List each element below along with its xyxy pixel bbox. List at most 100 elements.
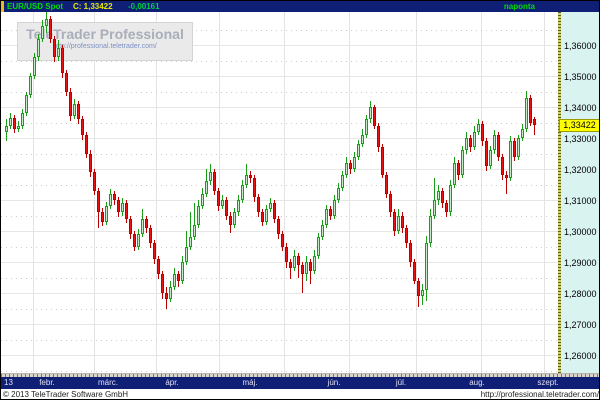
time-axis[interactable]: 13 febr. márc. ápr. máj. jún. júl. aug. szept. [1, 377, 599, 389]
gridline-horizontal [1, 76, 558, 77]
candle-up [433, 200, 436, 216]
gridline-minor [1, 371, 558, 372]
candle-up [525, 98, 528, 129]
gridline-vertical [416, 12, 417, 373]
watermark-title: TeleTrader Professional [26, 26, 184, 42]
candle-up [453, 163, 456, 185]
time-axis-label: márc. [98, 378, 118, 387]
gridline-minor [1, 278, 558, 279]
gridline-horizontal [1, 355, 558, 356]
candle-up [173, 274, 176, 287]
candle-down [145, 219, 148, 228]
candle-down [165, 293, 168, 299]
candle-down [69, 92, 72, 116]
gridline-horizontal [1, 138, 558, 139]
candle-down [497, 135, 500, 157]
candle-up [333, 200, 336, 216]
candle-wick-up [190, 212, 191, 250]
time-axis-label: jún. [327, 378, 341, 387]
price-axis-label: 1,27000 [564, 320, 597, 330]
candle-down [457, 163, 460, 175]
candle-down [505, 175, 508, 178]
candle-down [297, 256, 300, 265]
gridline-vertical [481, 12, 482, 373]
price-axis-ticks [558, 12, 561, 373]
candle-up [233, 212, 236, 225]
time-axis-label: 13 [4, 378, 13, 387]
candle-down [285, 247, 288, 262]
candle-up [21, 113, 24, 126]
candle-down [149, 228, 152, 243]
candle-down [381, 147, 384, 175]
candle-down [161, 274, 164, 293]
watermark-url: http://professional.teletrader.com/ [53, 43, 157, 50]
candle-up [181, 262, 184, 281]
candle-down [469, 138, 472, 147]
candle-up [321, 225, 324, 237]
candle-up [345, 163, 348, 175]
candle-down [409, 243, 412, 262]
price-axis-label: 1,34000 [564, 103, 597, 113]
candle-down [481, 124, 484, 141]
candle-up [193, 225, 196, 237]
candle-wick-down [290, 259, 291, 279]
candle-down [93, 172, 96, 191]
candle-up [341, 175, 344, 188]
candle-up [17, 126, 20, 129]
price-axis[interactable]: 1,33422 1,36000 1,35000 1,34000 1,33000 1,32… [558, 12, 599, 373]
candle-down [261, 212, 264, 222]
gridline-horizontal [1, 293, 558, 294]
gridline-minor [1, 154, 558, 155]
candle-up [141, 219, 144, 234]
candle-up [37, 39, 40, 57]
accent-strip [1, 1, 4, 12]
candle-up [449, 185, 452, 212]
candle-up [305, 262, 308, 274]
price-axis-label: 1,36000 [564, 41, 597, 51]
candle-wick-up [434, 178, 435, 219]
chart-canvas[interactable]: TeleTrader Professional http://professio… [1, 12, 558, 373]
candle-down [445, 203, 448, 212]
candle-down [249, 175, 252, 178]
status-bar: © 2013 TeleTrader Software GmbH http://p… [1, 389, 599, 399]
candle-down [485, 141, 488, 166]
close-price-label: C: 1,33422 [73, 2, 113, 11]
candle-down [373, 107, 376, 126]
candle-wick-down [506, 171, 507, 194]
price-axis-label: 1,32000 [564, 165, 597, 175]
gridline-vertical [544, 12, 545, 373]
candle-up [509, 141, 512, 178]
price-axis-label: 1,35000 [564, 72, 597, 82]
candle-down [81, 119, 84, 135]
time-tick-strip [1, 373, 599, 377]
candle-down [217, 191, 220, 206]
candle-wick-down [298, 253, 299, 278]
candle-up [421, 290, 424, 296]
price-axis-label: 1,30000 [564, 227, 597, 237]
candle-down [213, 172, 216, 191]
candle-up [201, 194, 204, 206]
candle-up [325, 209, 328, 225]
change-label: -0,00161 [128, 2, 160, 11]
candle-up [357, 144, 360, 157]
candle-up [105, 206, 108, 222]
candle-up [477, 124, 480, 132]
copyright-text: © 2013 TeleTrader Software GmbH [3, 390, 129, 399]
candle-down [129, 219, 132, 234]
candle-down [229, 216, 232, 225]
candle-up [33, 57, 36, 76]
gridline-vertical [349, 12, 350, 373]
candle-down [301, 265, 304, 274]
candle-down [393, 212, 396, 231]
candle-down [85, 135, 88, 154]
candle-wick-down [302, 262, 303, 293]
price-axis-label: 1,26000 [564, 351, 597, 361]
gridline-minor [1, 92, 558, 93]
interval-label: naponta [503, 2, 535, 11]
candle-up [425, 243, 428, 290]
candle-up [57, 48, 60, 57]
price-axis-label: 1,31000 [564, 196, 597, 206]
candle-up [109, 194, 112, 206]
gridline-minor [1, 185, 558, 186]
watermark: TeleTrader Professional http://professio… [17, 22, 193, 61]
